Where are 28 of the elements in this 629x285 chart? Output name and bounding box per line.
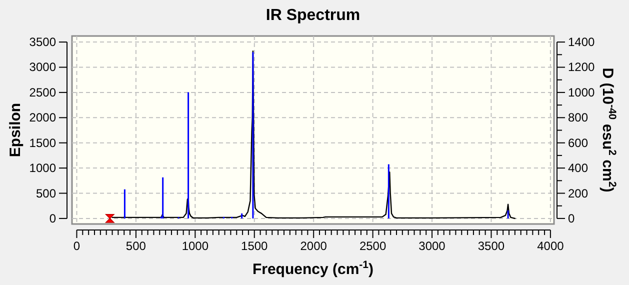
y2-tick-label: 1200 bbox=[568, 60, 596, 74]
x-tick-label: 1500 bbox=[241, 239, 268, 253]
y2-tick-label: 0 bbox=[568, 211, 575, 226]
y-tick-label: 3000 bbox=[29, 60, 56, 74]
x-axis-title: Frequency (cm$^{-1}$) bbox=[252, 259, 374, 278]
x-tick-label: 2500 bbox=[359, 239, 386, 253]
y2-tick-label: 600 bbox=[568, 136, 588, 150]
y2-tick-label: 1400 bbox=[568, 35, 596, 50]
y-tick-label: 2000 bbox=[29, 110, 56, 125]
y2-tick-label: 800 bbox=[568, 110, 588, 125]
x-tick-label: 500 bbox=[126, 239, 146, 253]
x-tick-label: 4000 bbox=[537, 239, 564, 253]
y-tick-label: 2500 bbox=[29, 85, 56, 100]
x-tick-label: 0 bbox=[73, 239, 80, 253]
y-tick-label: 0 bbox=[49, 211, 56, 226]
y2-tick-label: 1000 bbox=[568, 85, 596, 100]
y-tick-label: 1000 bbox=[29, 161, 56, 176]
y-tick-label: 1500 bbox=[29, 136, 56, 150]
y-tick-label: 3500 bbox=[29, 35, 56, 50]
x-tick-label: 3500 bbox=[478, 239, 505, 253]
x-tick-label: 3000 bbox=[418, 239, 446, 253]
y2-tick-label: 400 bbox=[568, 161, 588, 176]
x-tick-label: 2000 bbox=[300, 239, 328, 253]
y-axis-title: Epsilon bbox=[7, 102, 24, 158]
y-tick-label: 500 bbox=[36, 186, 56, 200]
chart-title: IR Spectrum bbox=[266, 7, 360, 24]
y2-tick-label: 200 bbox=[568, 186, 588, 200]
x-tick-label: 1000 bbox=[182, 239, 209, 253]
